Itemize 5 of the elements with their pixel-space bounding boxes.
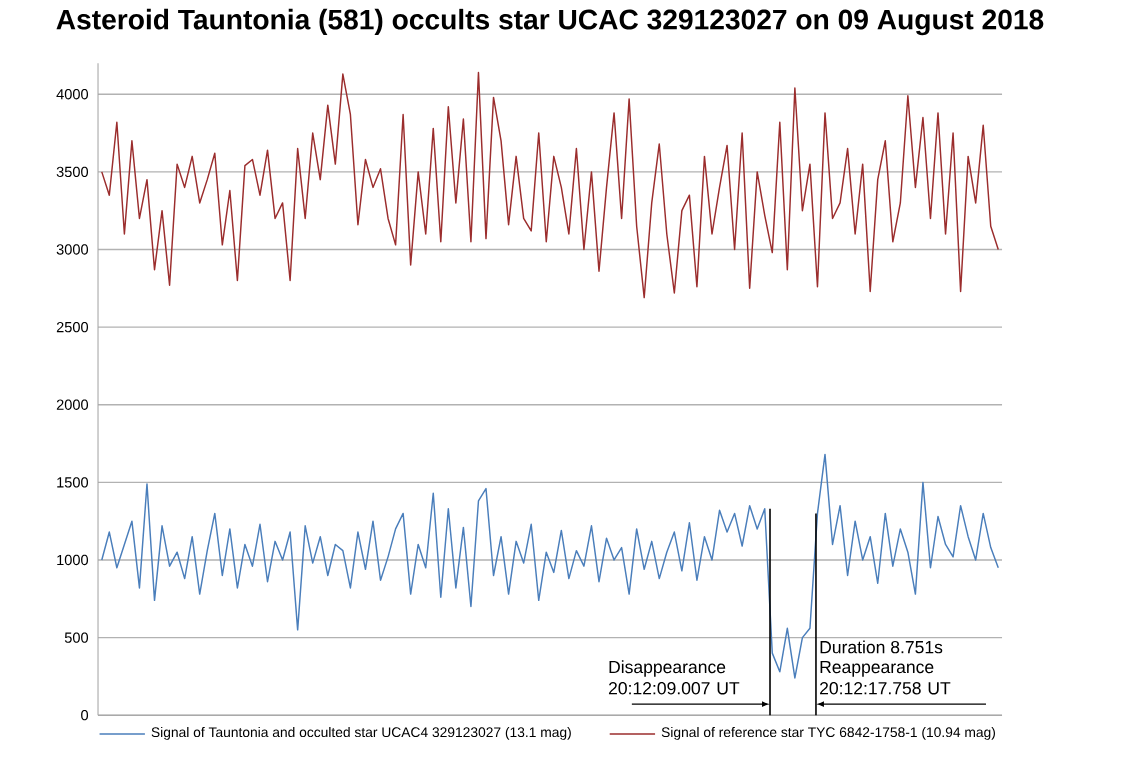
annotation: Disappearance 20:12:09.007 UT [608, 660, 740, 695]
annotation: Duration 8.751s [820, 640, 943, 654]
annotation: Reappearance 20:12:17.758 UT [820, 661, 951, 695]
chart-title: Asteroid Tauntonia (581) occults star UCAC 329123027 on 09 August 2018 [56, 9, 1044, 36]
line-series [101, 72, 999, 299]
